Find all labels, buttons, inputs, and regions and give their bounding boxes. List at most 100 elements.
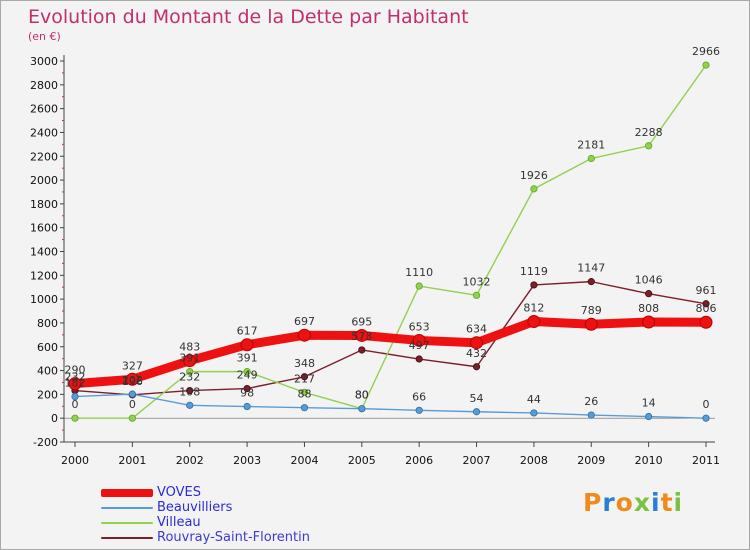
y-tick-label: 1000 bbox=[30, 293, 58, 306]
y-tick-label: 800 bbox=[37, 317, 58, 330]
data-label: 348 bbox=[294, 357, 315, 370]
data-label: 66 bbox=[412, 390, 426, 403]
data-label: 80 bbox=[355, 389, 369, 402]
data-label: 1119 bbox=[520, 265, 548, 278]
data-label: 217 bbox=[294, 372, 315, 385]
y-tick-label: 1200 bbox=[30, 269, 58, 282]
data-point bbox=[470, 336, 484, 350]
x-tick-label: 2010 bbox=[635, 454, 663, 467]
data-label: 290 bbox=[65, 364, 86, 377]
data-point bbox=[530, 281, 538, 289]
data-label: 202 bbox=[122, 374, 143, 387]
data-point bbox=[125, 372, 139, 386]
data-point bbox=[415, 406, 423, 414]
y-tick-label: 2600 bbox=[30, 103, 58, 116]
data-label: 232 bbox=[179, 371, 200, 384]
y-tick-label: 600 bbox=[37, 341, 58, 354]
logo-letter: r bbox=[602, 488, 616, 517]
data-label: 2288 bbox=[635, 126, 663, 139]
x-tick-label: 2008 bbox=[520, 454, 548, 467]
legend-swatch bbox=[101, 522, 153, 524]
data-label: 391 bbox=[179, 352, 200, 365]
data-point bbox=[415, 355, 423, 363]
data-label: 653 bbox=[409, 320, 430, 333]
data-label: 88 bbox=[297, 388, 311, 401]
data-label: 80 bbox=[355, 389, 369, 402]
y-tick-label: 1400 bbox=[30, 246, 58, 259]
data-point bbox=[355, 328, 369, 342]
data-point bbox=[240, 338, 254, 352]
data-point bbox=[358, 405, 366, 413]
data-point bbox=[71, 414, 79, 422]
x-tick-label: 2009 bbox=[577, 454, 605, 467]
data-label: 497 bbox=[409, 339, 430, 352]
data-point bbox=[68, 377, 82, 391]
data-point bbox=[128, 390, 136, 398]
x-tick-label: 2011 bbox=[692, 454, 720, 467]
data-point bbox=[472, 408, 481, 416]
data-point bbox=[300, 404, 309, 412]
data-point bbox=[527, 315, 541, 329]
series-points bbox=[68, 61, 713, 422]
legend-label: Villeau bbox=[157, 515, 201, 530]
data-point bbox=[243, 368, 251, 376]
data-point bbox=[584, 317, 598, 331]
data-label: 695 bbox=[351, 315, 372, 328]
data-label: 232 bbox=[65, 371, 86, 384]
data-label: 0 bbox=[72, 398, 79, 411]
y-tick-label: 1800 bbox=[30, 198, 58, 211]
data-label: 26 bbox=[584, 395, 598, 408]
data-label: 1110 bbox=[405, 266, 433, 279]
y-tick-label: 2800 bbox=[30, 79, 58, 92]
data-label: 806 bbox=[696, 302, 717, 315]
legend-label: Beauvilliers bbox=[157, 500, 233, 515]
data-label: 483 bbox=[179, 341, 200, 354]
data-point bbox=[300, 373, 309, 381]
logo-letter: x bbox=[633, 488, 651, 517]
data-label: 327 bbox=[122, 359, 143, 372]
data-point bbox=[587, 278, 595, 286]
data-point bbox=[243, 402, 251, 411]
data-point bbox=[297, 328, 311, 342]
data-label: 1032 bbox=[463, 275, 491, 288]
logo-letter: o bbox=[615, 488, 634, 517]
x-tick-label: 2006 bbox=[405, 454, 433, 467]
data-label: 2181 bbox=[577, 139, 605, 152]
data-label: 573 bbox=[351, 330, 372, 343]
data-label: 14 bbox=[642, 397, 656, 410]
data-label: 634 bbox=[466, 323, 487, 336]
data-label: 2966 bbox=[692, 45, 720, 58]
data-label: 432 bbox=[466, 347, 487, 360]
data-label: 1926 bbox=[520, 169, 548, 182]
data-label: 249 bbox=[237, 369, 258, 382]
data-point bbox=[472, 291, 481, 299]
chart-unit: (en €) bbox=[28, 30, 61, 43]
data-point bbox=[71, 392, 79, 401]
data-point bbox=[128, 414, 136, 422]
y-tick-label: 400 bbox=[37, 365, 58, 378]
legend-label: Rouvray-Saint-Florentin bbox=[157, 530, 310, 545]
series-lines bbox=[74, 64, 707, 419]
data-label: 0 bbox=[703, 398, 710, 411]
series-line-villeau bbox=[75, 64, 707, 419]
data-label: 808 bbox=[638, 302, 659, 315]
data-label: 812 bbox=[523, 302, 544, 315]
data-point bbox=[415, 282, 423, 290]
logo-letter: t bbox=[660, 488, 674, 517]
proxiti-logo: Proxiti bbox=[583, 488, 683, 517]
data-label: 44 bbox=[527, 393, 541, 406]
x-tick-label: 2001 bbox=[118, 454, 146, 467]
data-point bbox=[186, 386, 194, 395]
logo-letter: i bbox=[673, 488, 684, 517]
logo-letter: P bbox=[583, 488, 603, 517]
data-label: 98 bbox=[240, 387, 254, 400]
data-label: 961 bbox=[696, 284, 717, 297]
series-line-voves bbox=[74, 317, 707, 389]
legend-swatch bbox=[101, 489, 153, 497]
data-point bbox=[587, 411, 595, 419]
data-point bbox=[358, 346, 366, 354]
x-tick-label: 2007 bbox=[463, 454, 491, 467]
x-tick-label: 2005 bbox=[348, 454, 376, 467]
data-point bbox=[530, 409, 538, 417]
